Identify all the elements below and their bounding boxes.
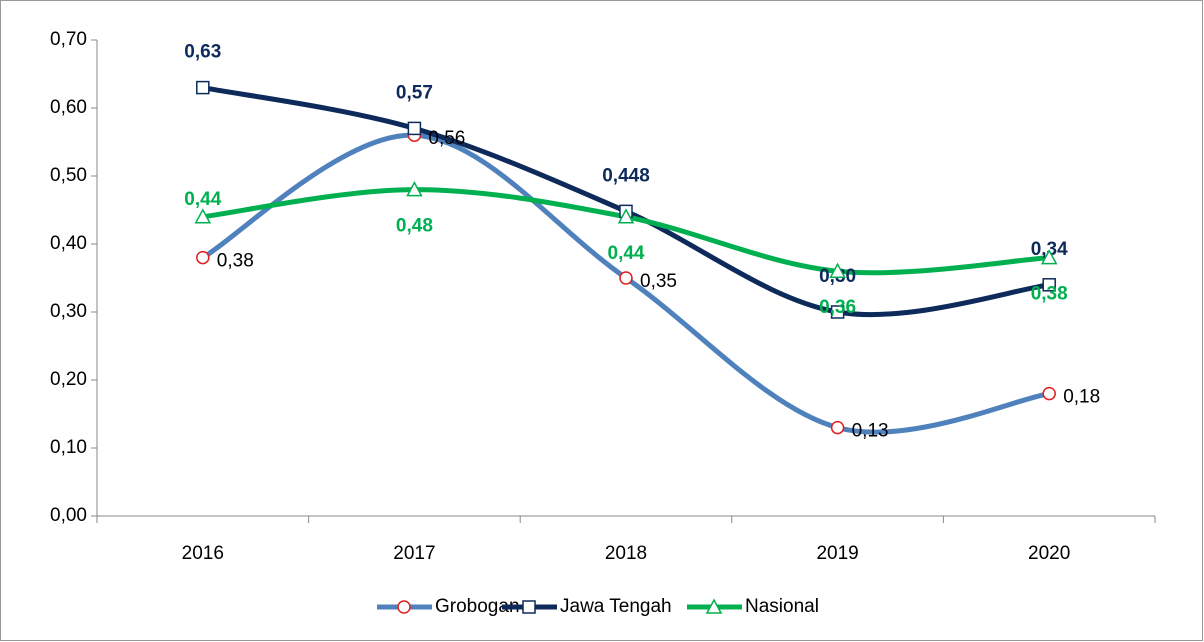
data-label: 0,56 bbox=[428, 128, 465, 149]
marker bbox=[830, 420, 845, 435]
y-tick-label: 0,20 bbox=[50, 369, 87, 390]
data-label: 0,57 bbox=[396, 82, 433, 103]
data-label: 0,48 bbox=[396, 216, 433, 237]
data-label: 0,13 bbox=[852, 421, 889, 442]
legend-label: Nasional bbox=[745, 596, 819, 617]
x-tick-label: 2020 bbox=[1028, 543, 1070, 564]
y-tick-label: 0,60 bbox=[50, 97, 87, 118]
x-tick-label: 2019 bbox=[816, 543, 858, 564]
y-tick-label: 0,40 bbox=[50, 233, 87, 254]
marker bbox=[617, 208, 635, 224]
y-tick-label: 0,00 bbox=[50, 505, 87, 526]
marker bbox=[406, 181, 423, 197]
y-tick-label: 0,30 bbox=[50, 301, 87, 322]
y-tick-label: 0,70 bbox=[50, 29, 87, 50]
data-label: 0,63 bbox=[184, 42, 221, 63]
legend-label: Grobogan bbox=[435, 596, 520, 617]
data-label: 0,44 bbox=[608, 243, 645, 264]
data-label: 0,38 bbox=[1031, 284, 1068, 305]
marker bbox=[522, 600, 536, 614]
data-label: 0,44 bbox=[184, 189, 221, 210]
marker bbox=[1042, 386, 1056, 401]
legend-label: Jawa Tengah bbox=[560, 596, 672, 617]
x-tick-label: 2018 bbox=[605, 543, 647, 564]
data-label: 0,35 bbox=[640, 271, 677, 292]
marker bbox=[1042, 278, 1056, 292]
x-tick-label: 2016 bbox=[182, 543, 224, 564]
marker bbox=[196, 80, 210, 95]
data-label: 0,448 bbox=[602, 165, 650, 186]
marker bbox=[829, 262, 846, 278]
data-label: 0,38 bbox=[217, 251, 254, 272]
marker bbox=[194, 208, 212, 224]
data-label: 0,34 bbox=[1031, 239, 1068, 260]
x-tick-label: 2017 bbox=[393, 543, 435, 564]
marker bbox=[407, 121, 422, 136]
marker bbox=[1040, 249, 1058, 265]
marker bbox=[196, 250, 210, 265]
data-label: 0,18 bbox=[1063, 387, 1100, 408]
marker bbox=[830, 305, 845, 319]
marker bbox=[397, 600, 411, 614]
marker bbox=[705, 598, 723, 614]
y-tick-label: 0,10 bbox=[50, 437, 87, 458]
data-label: 0,36 bbox=[819, 297, 856, 318]
y-tick-label: 0,50 bbox=[50, 165, 87, 186]
marker bbox=[619, 271, 633, 285]
